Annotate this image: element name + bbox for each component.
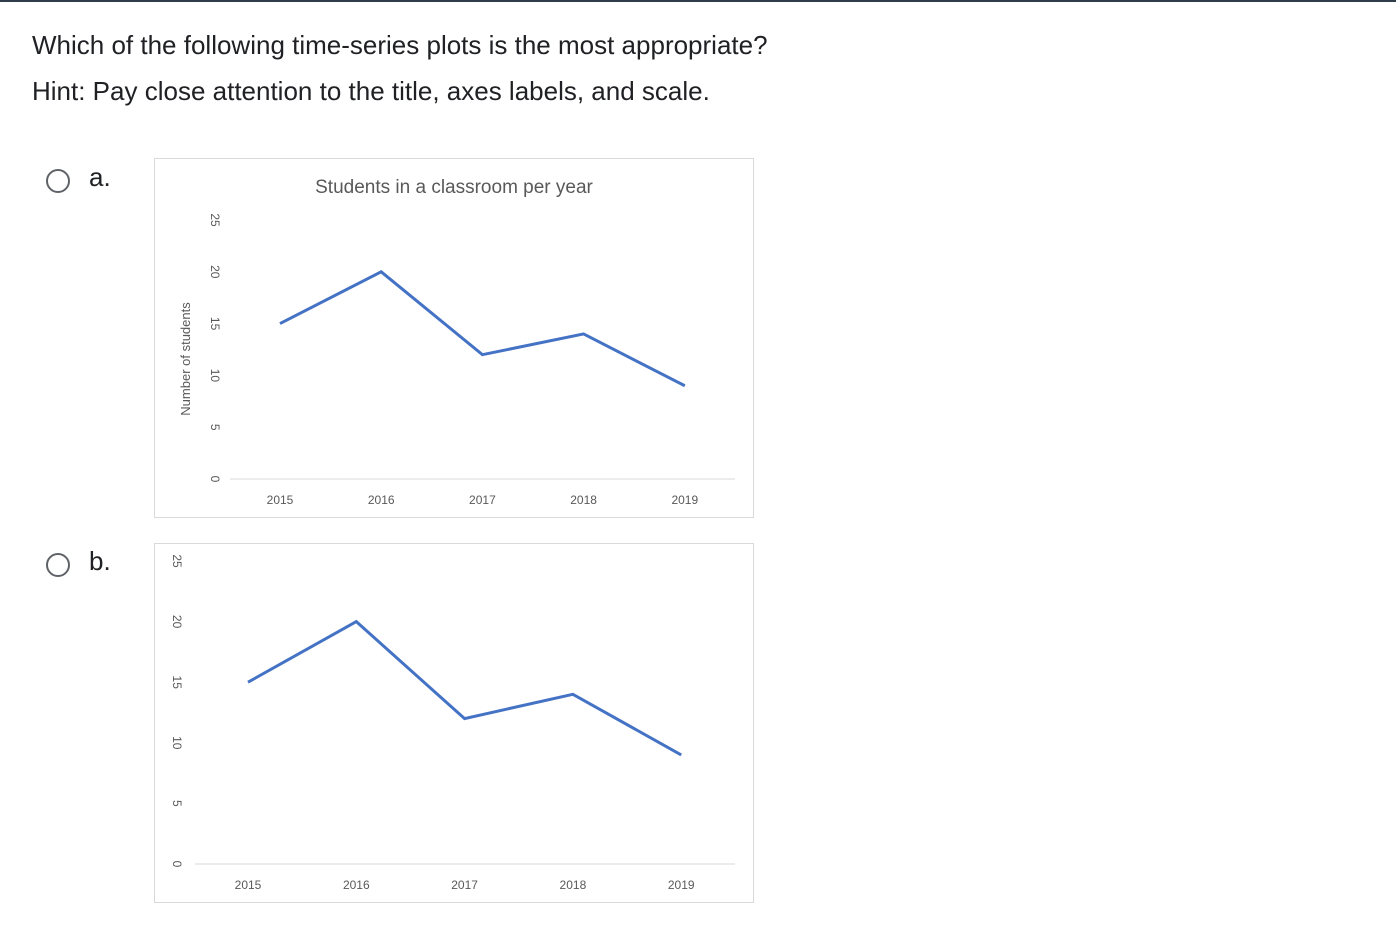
chart-a-y-axis-label: Number of students <box>178 302 193 416</box>
chart-a: Students in a classroom per year Number … <box>154 158 754 518</box>
chart-a-y-tick-label: 5 <box>208 424 222 431</box>
chart-a-y-tick-label: 0 <box>208 476 222 483</box>
chart-a-x-tick-label: 2017 <box>469 493 496 507</box>
radio-button-icon[interactable] <box>46 169 70 193</box>
chart-b: 0 5 10 15 20 25 2015 2016 2017 2018 2019 <box>154 543 754 903</box>
question-text: Which of the following time-series plots… <box>32 30 768 60</box>
option-b-letter: b. <box>89 546 111 576</box>
chart-a-y-tick-label: 20 <box>208 265 222 279</box>
chart-b-x-tick-label: 2017 <box>451 878 478 892</box>
chart-b-svg: 0 5 10 15 20 25 2015 2016 2017 2018 2019 <box>170 554 735 892</box>
hint-text: Hint: Pay close attention to the title, … <box>32 76 710 106</box>
chart-b-axis-group: 0 5 10 15 20 25 2015 2016 2017 2018 2019 <box>170 554 735 892</box>
chart-a-y-tick-label: 10 <box>208 369 222 383</box>
chart-a-x-tick-label: 2018 <box>570 493 597 507</box>
chart-a-title: Students in a classroom per year <box>315 177 593 198</box>
chart-b-y-tick-label: 10 <box>170 736 184 750</box>
chart-b-x-tick-label: 2018 <box>560 878 587 892</box>
chart-a-y-tick-label: 25 <box>208 213 222 227</box>
option-a-letter: a. <box>89 162 111 192</box>
radio-button-icon[interactable] <box>46 553 70 577</box>
chart-a-x-tick-label: 2016 <box>368 493 395 507</box>
chart-b-series-line <box>247 619 682 757</box>
chart-b-y-tick-label: 15 <box>170 676 184 690</box>
chart-a-x-tick-label: 2015 <box>267 493 294 507</box>
chart-b-x-tick-label: 2019 <box>668 878 695 892</box>
chart-a-series-group <box>279 270 686 388</box>
chart-a-y-tick-label: 15 <box>208 317 222 331</box>
chart-a-series-line <box>279 270 686 388</box>
chart-b-y-tick-label: 25 <box>170 554 184 568</box>
top-divider <box>0 0 1396 4</box>
chart-b-series-group <box>247 619 682 757</box>
chart-b-y-tick-label: 5 <box>170 800 184 807</box>
chart-b-x-tick-label: 2015 <box>235 878 262 892</box>
chart-b-y-tick-label: 0 <box>170 861 184 868</box>
chart-a-svg: Students in a classroom per year Number … <box>178 177 735 507</box>
chart-a-axis-group: 0 5 10 15 20 25 2015 2016 2017 2018 2019 <box>208 213 735 507</box>
chart-b-x-tick-label: 2016 <box>343 878 370 892</box>
chart-a-x-tick-label: 2019 <box>671 493 698 507</box>
chart-b-y-tick-label: 20 <box>170 615 184 629</box>
